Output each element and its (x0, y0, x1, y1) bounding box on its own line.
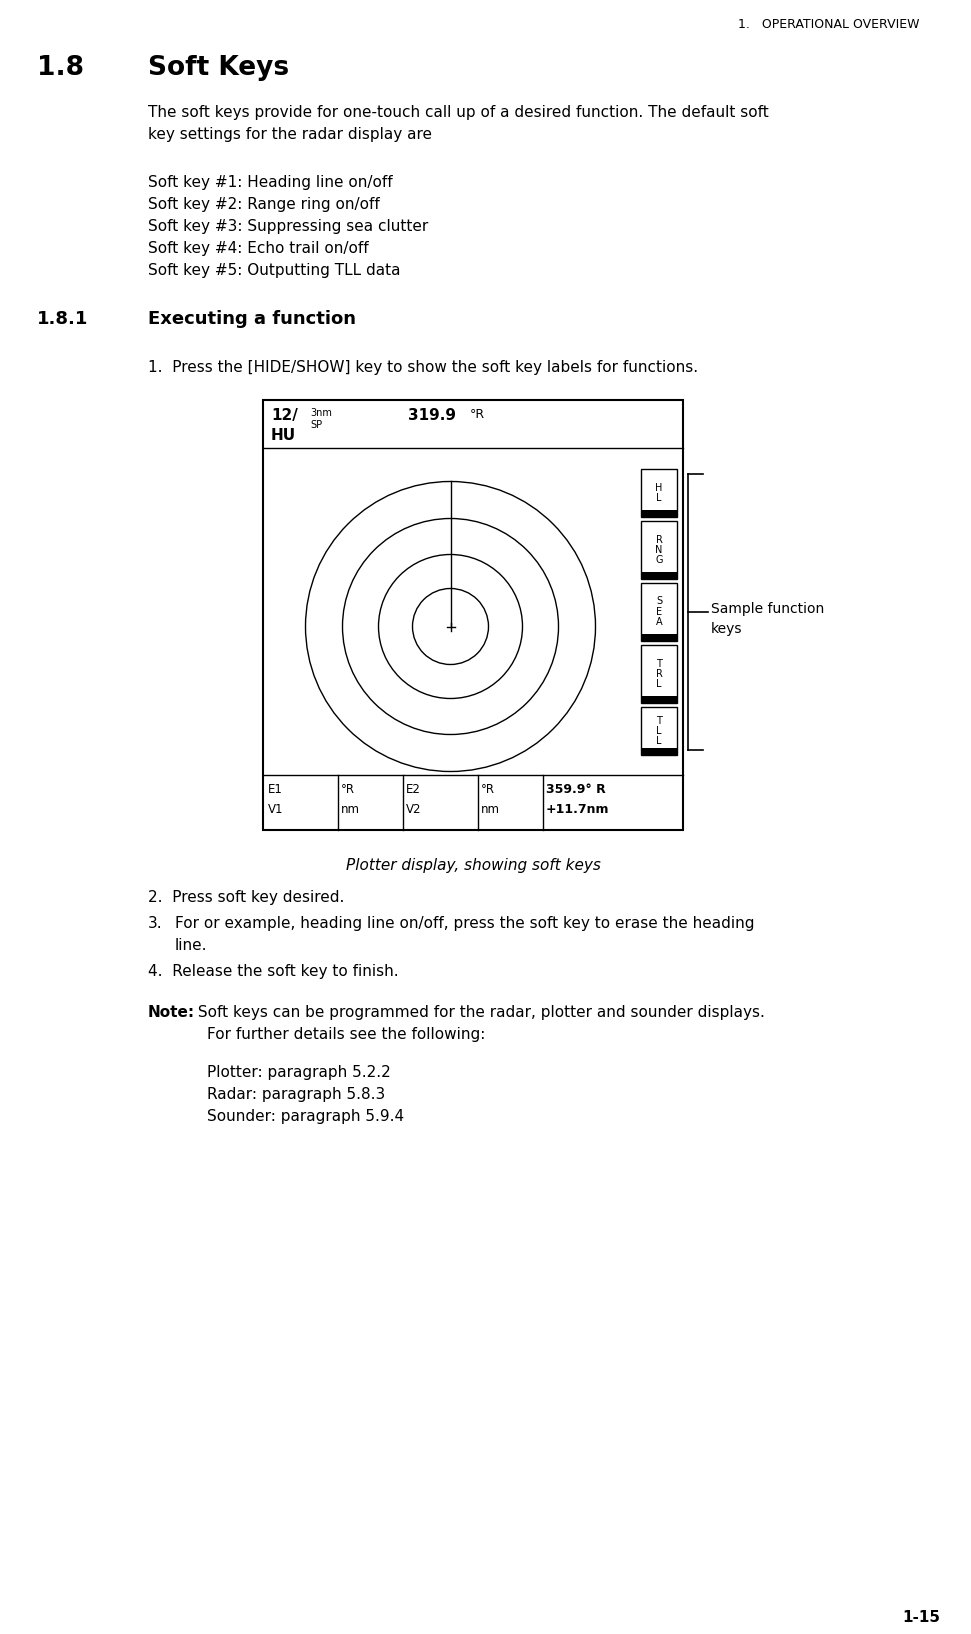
Bar (641, 706, 677, 755)
Text: For or example, heading line on/off, press the soft key to erase the heading: For or example, heading line on/off, pre… (175, 917, 754, 931)
Text: Soft Keys: Soft Keys (148, 56, 289, 82)
Text: 3.: 3. (148, 917, 162, 931)
Text: 319.9: 319.9 (408, 408, 456, 423)
Text: T
L
L: T L L (656, 716, 662, 745)
Bar (641, 521, 677, 578)
Bar (641, 510, 677, 516)
Text: 4.  Release the soft key to finish.: 4. Release the soft key to finish. (148, 964, 399, 979)
Text: The soft keys provide for one-touch call up of a desired function. The default s: The soft keys provide for one-touch call… (148, 105, 769, 119)
Text: R
N
G: R N G (655, 534, 663, 564)
Text: Radar: paragraph 5.8.3: Radar: paragraph 5.8.3 (207, 1087, 385, 1101)
Bar (641, 696, 677, 703)
Text: Sample function
keys: Sample function keys (711, 601, 824, 636)
Text: 359.9° R: 359.9° R (546, 783, 606, 796)
Text: V1: V1 (268, 802, 284, 815)
Text: 1.8.1: 1.8.1 (37, 310, 88, 328)
Text: Executing a function: Executing a function (148, 310, 356, 328)
Text: line.: line. (175, 938, 208, 953)
Text: 3nm: 3nm (310, 408, 332, 418)
Text: Soft key #5: Outputting TLL data: Soft key #5: Outputting TLL data (148, 263, 400, 278)
Text: Plotter display, showing soft keys: Plotter display, showing soft keys (346, 858, 600, 873)
Bar (641, 572, 677, 578)
Text: For further details see the following:: For further details see the following: (207, 1028, 486, 1042)
Text: 1.8: 1.8 (37, 56, 84, 82)
Text: Sounder: paragraph 5.9.4: Sounder: paragraph 5.9.4 (207, 1109, 404, 1124)
Bar (641, 747, 677, 755)
Text: nm: nm (341, 802, 360, 815)
Text: H
L: H L (655, 482, 662, 503)
Text: Soft key #1: Heading line on/off: Soft key #1: Heading line on/off (148, 175, 392, 190)
Text: SP: SP (310, 420, 322, 430)
Bar (641, 634, 677, 641)
Text: E1: E1 (268, 783, 283, 796)
Text: nm: nm (481, 802, 500, 815)
Text: °R: °R (481, 783, 495, 796)
Bar (641, 644, 677, 703)
Bar (263, 400, 683, 830)
Text: E2: E2 (406, 783, 420, 796)
Text: °R: °R (341, 783, 355, 796)
Text: V2: V2 (406, 802, 421, 815)
Text: S
E
A: S E A (655, 596, 662, 626)
Text: 2.  Press soft key desired.: 2. Press soft key desired. (148, 891, 345, 905)
Text: Soft keys can be programmed for the radar, plotter and sounder displays.: Soft keys can be programmed for the rada… (193, 1005, 765, 1020)
Text: +11.7nm: +11.7nm (546, 802, 610, 815)
Text: Soft key #4: Echo trail on/off: Soft key #4: Echo trail on/off (148, 240, 369, 257)
Text: 12/: 12/ (271, 408, 298, 423)
Text: Soft key #2: Range ring on/off: Soft key #2: Range ring on/off (148, 198, 380, 212)
Text: HU: HU (271, 428, 296, 443)
Text: Soft key #3: Suppressing sea clutter: Soft key #3: Suppressing sea clutter (148, 219, 428, 234)
Bar (641, 582, 677, 641)
Text: 1.  Press the [HIDE/SHOW] key to show the soft key labels for functions.: 1. Press the [HIDE/SHOW] key to show the… (148, 359, 698, 374)
Text: key settings for the radar display are: key settings for the radar display are (148, 127, 432, 142)
Text: 1.   OPERATIONAL OVERVIEW: 1. OPERATIONAL OVERVIEW (739, 18, 920, 31)
Bar (641, 469, 677, 516)
Text: Plotter: paragraph 5.2.2: Plotter: paragraph 5.2.2 (207, 1065, 390, 1080)
Text: T
R
L: T R L (655, 659, 662, 688)
Text: °R: °R (470, 408, 486, 422)
Text: Note:: Note: (148, 1005, 195, 1020)
Text: 1-15: 1-15 (902, 1609, 940, 1624)
